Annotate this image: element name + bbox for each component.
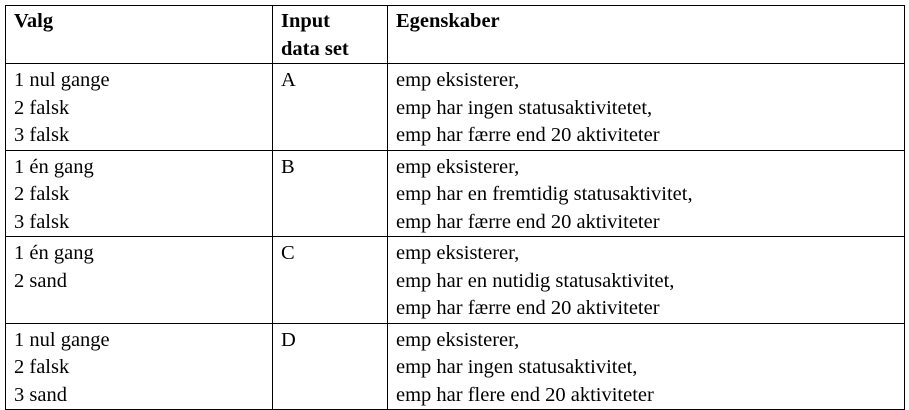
cell-valg: 1 én gang 2 falsk 3 falsk (5, 149, 273, 237)
table-row: 1 én gang 2 sand C emp eksisterer, emp h… (5, 236, 905, 324)
table-row: 1 nul gange 2 falsk 3 falsk A emp eksist… (5, 63, 905, 151)
header-input-label-line2: data set (281, 37, 349, 60)
header-egenskaber-label: Egenskaber (396, 10, 500, 32)
cell-input: A (272, 63, 388, 151)
cell-input: D (272, 322, 388, 410)
egenskab-line: emp eksisterer, (396, 155, 520, 178)
cell-valg: 1 nul gange 2 falsk 3 falsk (5, 63, 273, 151)
cell-egenskaber: emp eksisterer, emp har en fremtidig sta… (387, 149, 905, 237)
valg-line: 2 falsk (14, 96, 70, 119)
header-egenskaber: Egenskaber (387, 5, 905, 64)
valg-line: 1 nul gange (14, 328, 110, 351)
table-row: 1 nul gange 2 falsk 3 sand D emp eksiste… (5, 322, 905, 410)
valg-line: 3 sand (14, 383, 67, 406)
table-row: 1 én gang 2 falsk 3 falsk B emp eksister… (5, 149, 905, 237)
valg-line: 1 én gang (14, 242, 94, 264)
table-header-row: Valg Input data set Egenskaber (5, 5, 905, 64)
header-valg: Valg (5, 5, 273, 64)
cell-valg: 1 én gang 2 sand (5, 236, 273, 324)
egenskab-line: emp eksisterer, (396, 328, 520, 351)
valg-line: 1 én gang (14, 155, 94, 178)
header-input-data-set: Input data set (272, 5, 388, 64)
cell-egenskaber: emp eksisterer, emp har ingen statusakti… (387, 322, 905, 410)
egenskab-line: emp har flere end 20 aktiviteter (396, 383, 654, 406)
egenskab-line: emp eksisterer, (396, 242, 520, 264)
cell-egenskaber: emp eksisterer, emp har ingen statusakti… (387, 63, 905, 151)
egenskab-line: emp har en fremtidig statusaktivitet, (396, 183, 693, 205)
egenskab-line: emp har færre end 20 aktiviteter (396, 297, 660, 319)
input-data-set-value: D (281, 328, 296, 351)
valg-line: 3 falsk (14, 210, 70, 233)
egenskab-line: emp har en nutidig statusaktivitet, (396, 269, 675, 292)
cell-egenskaber: emp eksisterer, emp har en nutidig statu… (387, 236, 905, 324)
valg-line: 2 falsk (14, 356, 70, 378)
valg-line: 2 falsk (14, 183, 70, 205)
input-data-set-value: B (281, 155, 295, 178)
input-data-set-value: C (281, 242, 295, 264)
egenskab-line: emp har færre end 20 aktiviteter (396, 124, 660, 146)
egenskab-line: emp har ingen statusaktivitet, (396, 356, 638, 378)
header-input-label-line1: Input (281, 10, 331, 32)
test-case-table: Valg Input data set Egenskaber 1 nul gan… (5, 5, 905, 410)
valg-line: 1 nul gange (14, 69, 110, 91)
egenskab-line: emp har ingen statusaktivitetet, (396, 96, 653, 119)
cell-input: B (272, 149, 388, 237)
valg-line: 2 sand (14, 269, 67, 292)
input-data-set-value: A (281, 69, 296, 91)
cell-valg: 1 nul gange 2 falsk 3 sand (5, 322, 273, 410)
egenskab-line: emp har færre end 20 aktiviteter (396, 210, 660, 233)
cell-input: C (272, 236, 388, 324)
valg-line: 3 falsk (14, 124, 70, 146)
egenskab-line: emp eksisterer, (396, 69, 520, 91)
header-valg-label: Valg (14, 10, 54, 32)
